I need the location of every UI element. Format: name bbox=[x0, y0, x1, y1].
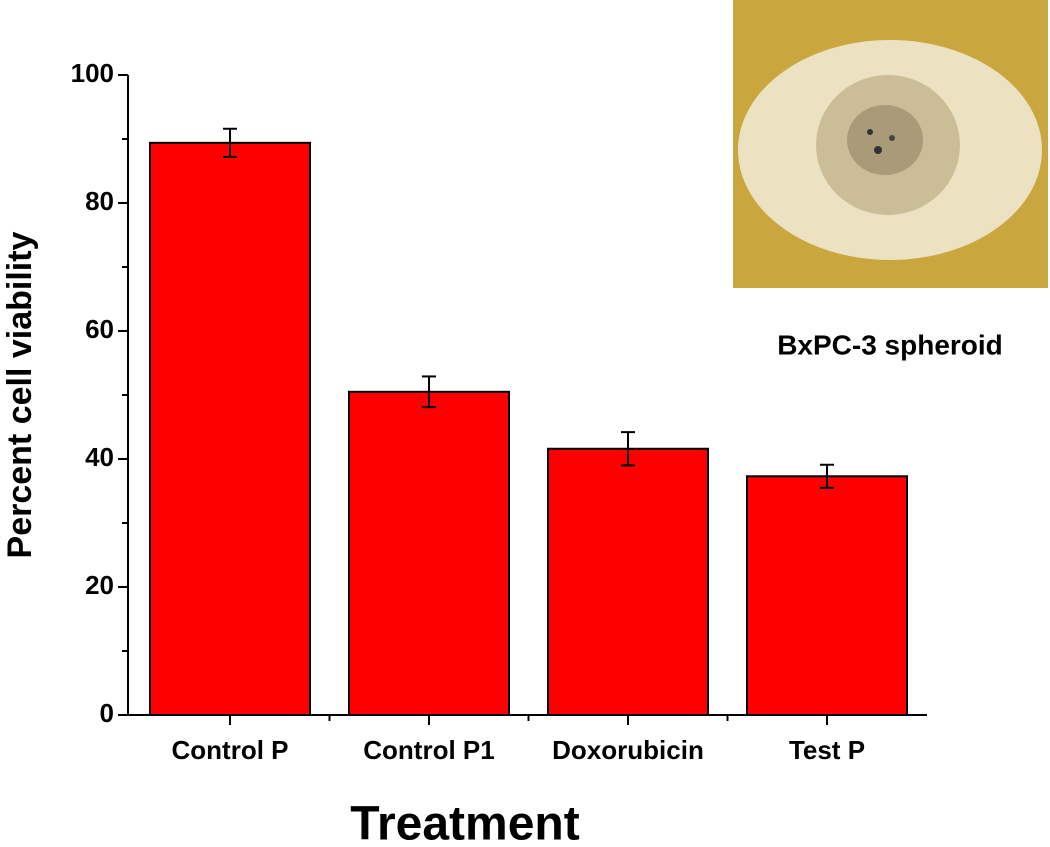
x-axis-title: Treatment bbox=[350, 798, 579, 847]
y-tick-label: 20 bbox=[85, 570, 114, 600]
y-tick-label: 0 bbox=[100, 698, 114, 728]
x-tick-label: Control P bbox=[172, 735, 289, 765]
spot bbox=[874, 146, 882, 154]
error-bar bbox=[621, 431, 635, 467]
y-tick-label: 60 bbox=[85, 314, 114, 344]
bar bbox=[149, 141, 311, 716]
error-bar bbox=[223, 127, 237, 158]
spot bbox=[889, 135, 895, 141]
error-bar bbox=[820, 463, 834, 489]
y-tick-label: 80 bbox=[85, 186, 114, 216]
spot bbox=[867, 129, 873, 135]
y-tick-label: 40 bbox=[85, 442, 114, 472]
spheroid-photo bbox=[733, 0, 1048, 288]
spheroid-core bbox=[847, 105, 923, 175]
bar bbox=[547, 447, 709, 716]
annotation: BxPC-3 spheroid bbox=[777, 329, 1003, 360]
x-tick-label: Test P bbox=[789, 735, 865, 765]
error-bar bbox=[422, 375, 436, 409]
x-tick-label: Control P1 bbox=[363, 735, 494, 765]
y-axis-title: Percent cell viability bbox=[1, 231, 39, 558]
bar bbox=[746, 475, 908, 716]
y-tick-label: 100 bbox=[71, 58, 114, 88]
bar bbox=[348, 390, 510, 716]
x-tick-label: Doxorubicin bbox=[552, 735, 704, 765]
